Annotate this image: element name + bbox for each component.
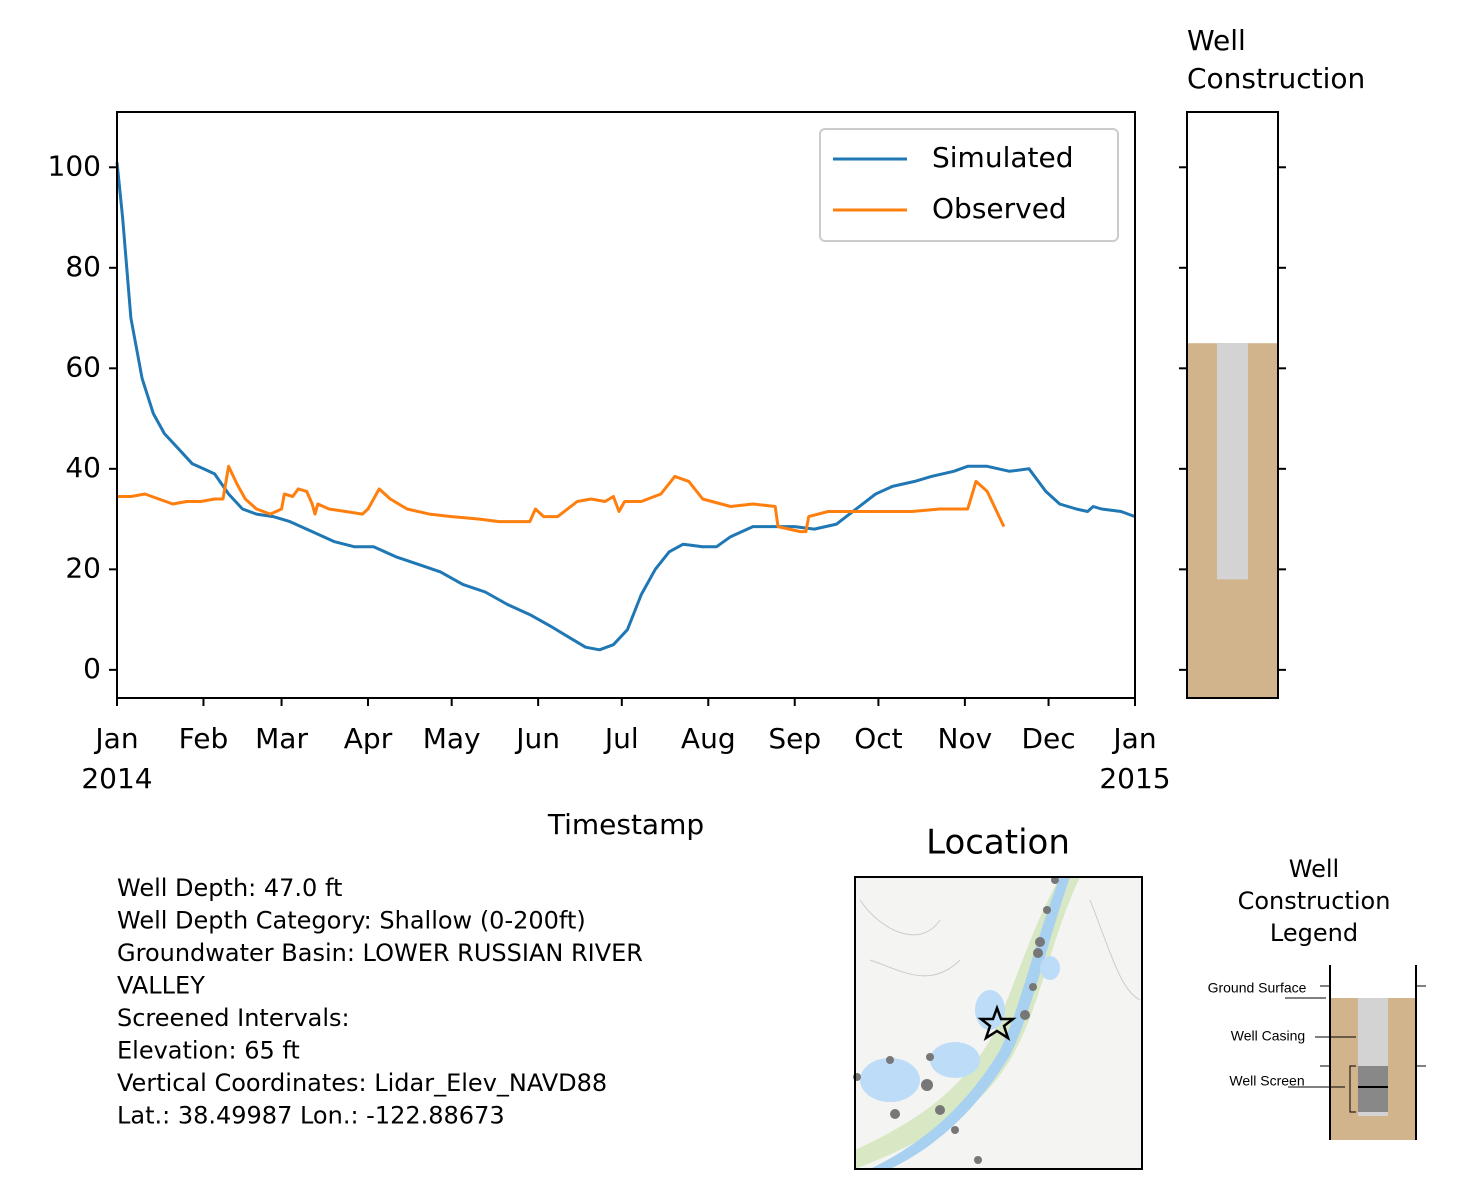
legend-label: Ground Surface — [1208, 980, 1307, 996]
info-line: Elevation: 65 ft — [117, 1037, 300, 1065]
x-tick-label: Aug — [681, 722, 736, 755]
legend-label: Well Screen — [1229, 1073, 1304, 1089]
x-tick-label: Dec — [1021, 722, 1075, 755]
x-tick-label: May — [423, 722, 481, 755]
series-line — [117, 464, 1006, 534]
y-tick-label: 80 — [65, 250, 101, 283]
casing — [1217, 343, 1248, 580]
y-tick-label: 20 — [65, 551, 101, 584]
well-title: Construction — [1187, 62, 1365, 95]
info-line: Groundwater Basin: LOWER RUSSIAN RIVER — [117, 939, 643, 967]
info-line: Vertical Coordinates: Lidar_Elev_NAVD88 — [117, 1069, 607, 1097]
info-line: Well Depth: 47.0 ft — [117, 874, 342, 902]
y-tick-label: 100 — [48, 149, 101, 182]
construction-legend — [1285, 965, 1426, 1140]
y-tick-label: 0 — [83, 652, 101, 685]
series-line — [115, 162, 1136, 652]
x-tick-label: Nov — [938, 722, 993, 755]
well-frame — [1186, 111, 1279, 699]
x-tick-label: Feb — [179, 722, 229, 755]
legend-title: Legend — [1270, 919, 1358, 947]
info-line: Well Depth Category: Shallow (0-200ft) — [117, 907, 586, 935]
x-tick-year: 2015 — [1099, 762, 1170, 795]
x-axis-label: Timestamp — [547, 808, 704, 841]
y-tick-label: 40 — [65, 451, 101, 484]
info-line: Screened Intervals: — [117, 1004, 350, 1032]
map-title: Location — [926, 823, 1070, 863]
map — [853, 876, 1143, 1170]
y-tick-label: 60 — [65, 350, 101, 383]
x-tick-label: Oct — [854, 722, 902, 755]
well-title: Well — [1187, 24, 1246, 57]
x-tick-label: Sep — [768, 722, 821, 755]
x-tick-label: Jul — [603, 722, 639, 755]
x-tick-label: Jan — [93, 722, 138, 755]
x-tick-label: Jan — [1111, 722, 1156, 755]
info-line: Lat.: 38.49987 Lon.: -122.88673 — [117, 1102, 505, 1130]
plot-frame — [116, 111, 1136, 699]
legend-title: Construction — [1238, 887, 1391, 915]
info-line: VALLEY — [117, 972, 205, 1000]
x-tick-label: Mar — [255, 722, 308, 755]
legend-label: Observed — [932, 192, 1067, 225]
legend-box — [819, 128, 1119, 242]
legend-label: Simulated — [932, 141, 1074, 174]
x-tick-label: Apr — [344, 722, 393, 755]
x-tick-year: 2014 — [81, 762, 152, 795]
legend-title: Well — [1289, 855, 1339, 883]
x-tick-label: Jun — [514, 722, 560, 755]
legend-label: Well Casing — [1231, 1028, 1305, 1044]
